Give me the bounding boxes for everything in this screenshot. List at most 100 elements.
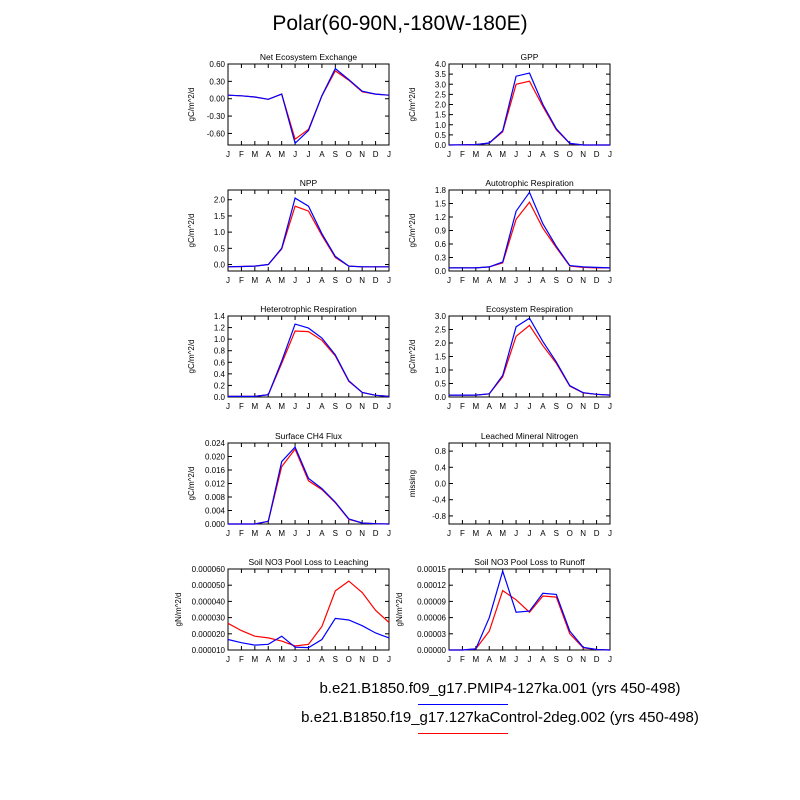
x-tick-label: M bbox=[278, 150, 285, 159]
x-tick-label: J bbox=[447, 150, 451, 159]
plot-frame bbox=[227, 189, 390, 272]
series-line-1 bbox=[228, 446, 390, 525]
y-tick-label: 0.000050 bbox=[192, 581, 226, 590]
x-tick-label: A bbox=[319, 529, 325, 538]
x-tick-label: F bbox=[460, 529, 465, 538]
x-tick-label: S bbox=[554, 529, 559, 538]
y-tick-label: 0.5 bbox=[435, 380, 447, 389]
y-tick-label: 2.5 bbox=[435, 326, 447, 335]
y-tick-label: 3.0 bbox=[435, 312, 447, 321]
y-tick-label: 0.6 bbox=[435, 240, 447, 249]
x-tick-label: O bbox=[346, 402, 352, 411]
x-tick-label: O bbox=[346, 276, 352, 285]
y-axis-label: gC/m^2/d bbox=[408, 88, 417, 122]
plot-frame bbox=[448, 568, 611, 651]
x-tick-label: J bbox=[307, 150, 311, 159]
y-tick-label: 4.0 bbox=[435, 60, 447, 69]
x-tick-label: J bbox=[447, 655, 451, 664]
x-tick-label: J bbox=[608, 655, 612, 664]
x-tick-label: D bbox=[594, 402, 600, 411]
y-axis-label: gC/m^2/d bbox=[408, 340, 417, 374]
x-tick-label: N bbox=[359, 402, 365, 411]
y-tick-label: 1.2 bbox=[435, 213, 447, 222]
series-line-2 bbox=[449, 201, 610, 269]
y-tick-label: 2.5 bbox=[435, 90, 447, 99]
x-tick-label: O bbox=[346, 529, 352, 538]
x-tick-label: J bbox=[608, 529, 612, 538]
x-tick-label: M bbox=[278, 655, 285, 664]
y-tick-label: 0.6 bbox=[214, 358, 226, 367]
y-tick-label: 1.0 bbox=[214, 228, 226, 237]
y-tick-label: 0.60 bbox=[209, 60, 225, 69]
x-tick-label: M bbox=[499, 655, 506, 664]
x-tick-label: M bbox=[472, 150, 479, 159]
y-tick-label: -0.4 bbox=[432, 496, 446, 505]
x-tick-label: F bbox=[460, 276, 465, 285]
y-tick-label: 0.2 bbox=[214, 381, 226, 390]
x-tick-label: A bbox=[266, 402, 272, 411]
x-tick-label: M bbox=[472, 655, 479, 664]
y-tick-label: 0.000030 bbox=[192, 614, 226, 623]
x-tick-label: S bbox=[554, 276, 559, 285]
x-tick-label: M bbox=[251, 276, 258, 285]
x-tick-label: O bbox=[346, 150, 352, 159]
y-tick-label: 1.0 bbox=[435, 121, 447, 130]
x-tick-label: A bbox=[487, 150, 493, 159]
y-tick-label: -0.30 bbox=[207, 112, 226, 121]
x-tick-label: J bbox=[293, 276, 297, 285]
y-tick-label: 2.0 bbox=[435, 339, 447, 348]
series-line-2 bbox=[228, 447, 390, 525]
x-tick-label: J bbox=[226, 655, 230, 664]
x-tick-label: F bbox=[460, 655, 465, 664]
y-axis-label: gC/m^2/d bbox=[408, 214, 417, 248]
x-tick-label: J bbox=[226, 402, 230, 411]
series-line-1 bbox=[227, 67, 390, 145]
panel-title: Heterotrophic Respiration bbox=[260, 304, 357, 314]
x-tick-label: D bbox=[594, 150, 600, 159]
y-axis-label: gN/m^2/d bbox=[395, 593, 404, 627]
y-tick-label: 0.00000 bbox=[417, 646, 446, 655]
y-tick-label: 0.0 bbox=[435, 141, 447, 150]
y-tick-label: 1.5 bbox=[435, 111, 447, 120]
chart-panel-0: Net Ecosystem Exchange gC/m^2/d 0.60 0.30 0.… bbox=[187, 52, 391, 159]
x-tick-label: A bbox=[540, 402, 546, 411]
x-tick-label: J bbox=[608, 402, 612, 411]
plot-frame bbox=[448, 442, 611, 525]
x-tick-label: S bbox=[554, 402, 559, 411]
x-tick-label: A bbox=[487, 655, 493, 664]
x-tick-label: O bbox=[567, 150, 573, 159]
x-tick-label: D bbox=[594, 529, 600, 538]
x-tick-label: D bbox=[594, 655, 600, 664]
x-tick-label: J bbox=[387, 529, 391, 538]
chart-panel-8: Soil NO3 Pool Loss to Leaching gN/m^2/d 0.… bbox=[174, 557, 391, 664]
x-tick-label: M bbox=[278, 276, 285, 285]
x-tick-label: A bbox=[540, 529, 546, 538]
x-tick-label: M bbox=[278, 402, 285, 411]
y-tick-label: 1.0 bbox=[214, 335, 226, 344]
legend-label-1: b.e21.B1850.f09_g17.PMIP4-127ka.001 (yrs… bbox=[319, 680, 681, 697]
panel-title: Autotrophic Respiration bbox=[485, 178, 574, 188]
legend-label-2: b.e21.B1850.f19_g17.127kaControl-2deg.00… bbox=[301, 709, 699, 726]
x-tick-label: A bbox=[266, 276, 272, 285]
y-tick-label: 1.5 bbox=[435, 353, 447, 362]
plot-frame bbox=[227, 63, 390, 146]
y-tick-label: 0.004 bbox=[205, 507, 226, 516]
x-tick-label: S bbox=[554, 655, 559, 664]
plot-frame bbox=[227, 568, 390, 651]
x-tick-label: N bbox=[580, 655, 586, 664]
x-tick-label: J bbox=[608, 150, 612, 159]
x-tick-label: A bbox=[266, 529, 272, 538]
x-tick-label: J bbox=[307, 655, 311, 664]
y-axis-label: gN/m^2/d bbox=[174, 593, 183, 627]
x-tick-label: M bbox=[472, 402, 479, 411]
x-tick-label: S bbox=[333, 276, 338, 285]
x-tick-label: J bbox=[293, 655, 297, 664]
chart-panel-5: Ecosystem Respiration gC/m^2/d 0.0 0.5 1.0 1.… bbox=[408, 304, 612, 411]
x-tick-label: N bbox=[580, 529, 586, 538]
x-tick-label: J bbox=[514, 402, 518, 411]
x-tick-label: M bbox=[278, 529, 285, 538]
x-tick-label: J bbox=[293, 150, 297, 159]
x-tick-label: A bbox=[319, 150, 325, 159]
x-tick-label: J bbox=[447, 402, 451, 411]
x-tick-label: D bbox=[373, 655, 379, 664]
